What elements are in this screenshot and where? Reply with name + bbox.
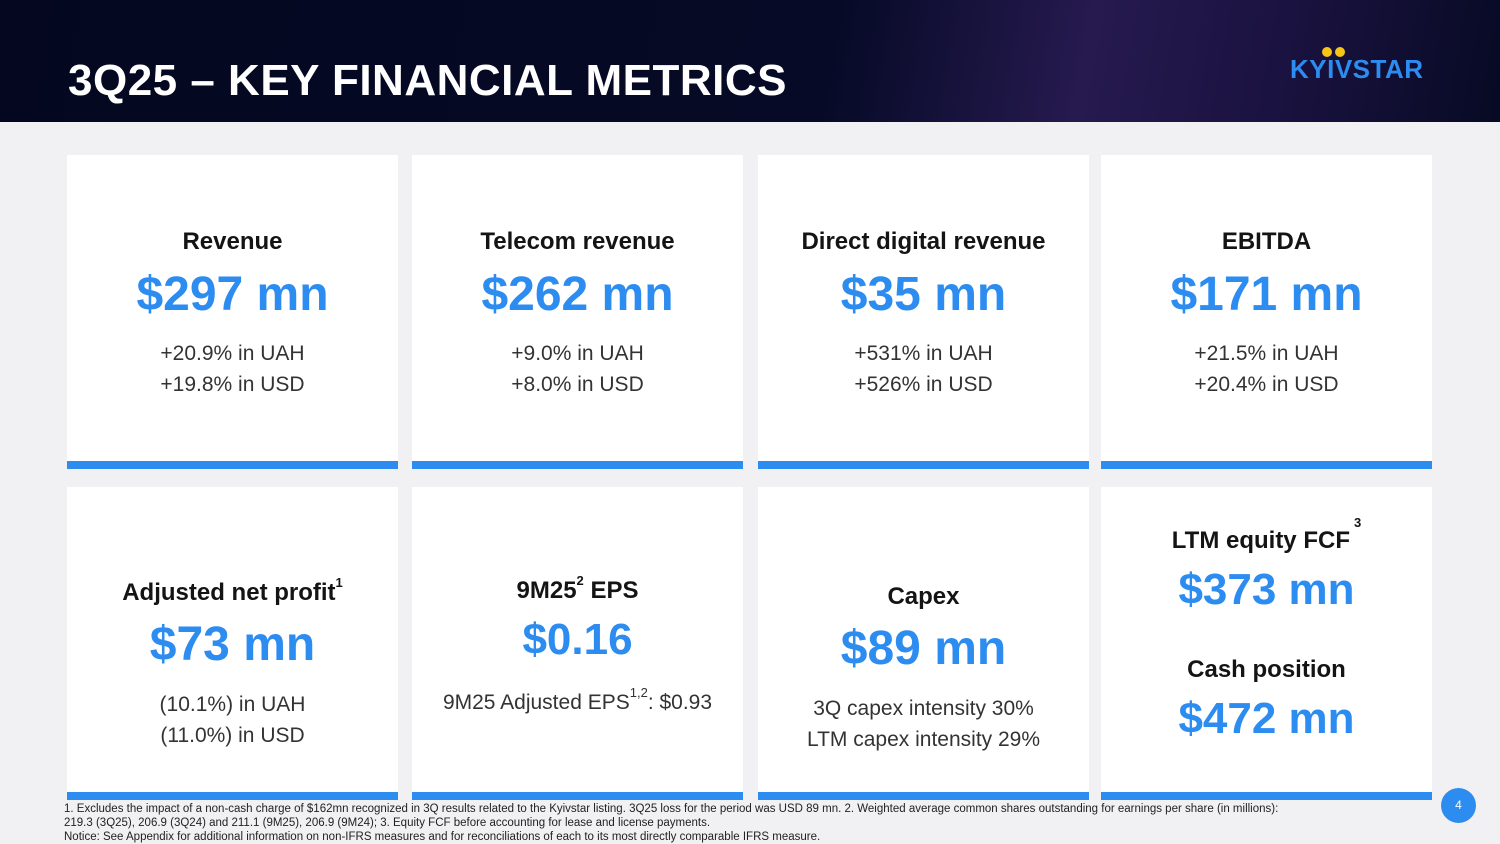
logo-dots-icon <box>1322 44 1348 62</box>
growth-usd: +20.4% in USD <box>1194 373 1339 396</box>
growth-uah: +21.5% in UAH <box>1194 342 1339 365</box>
metric-label: Direct digital revenue <box>801 228 1046 255</box>
footnote-marker: 1 <box>335 575 343 590</box>
footnote-marker: 3 <box>1353 515 1362 530</box>
metric-label-text: Adjusted net profit <box>122 579 336 606</box>
metric-adjusted-eps: 9M25 Adjusted EPS1,2: $0.93 <box>412 681 743 718</box>
growth-usd: +19.8% in USD <box>160 373 305 396</box>
metric-label: EBITDA <box>1221 228 1312 255</box>
metric-label: Telecom revenue <box>480 228 675 255</box>
metric-value: $373 mn <box>1178 565 1355 614</box>
growth-usd: +526% in USD <box>854 373 993 396</box>
metric-value: $0.16 <box>522 615 633 664</box>
page-number-badge: 4 <box>1441 788 1476 823</box>
metric-label-cash: Cash position <box>1187 656 1346 683</box>
footnotes: 1. Excludes the impact of a non-cash cha… <box>64 802 1424 844</box>
capex-intensity-ltm: LTM capex intensity 29% <box>806 728 1041 751</box>
metric-value: $89 mn <box>840 622 1007 675</box>
metric-value-cash: $472 mn <box>1178 694 1355 743</box>
metric-label: Revenue <box>182 228 283 255</box>
metric-label-text: LTM equity FCF <box>1171 527 1350 554</box>
header-banner: 3Q25 – KEY FINANCIAL METRICS KYIVSTAR <box>0 0 1500 122</box>
metric-value: $171 mn <box>1170 268 1363 321</box>
footnote-line: Notice: See Appendix for additional info… <box>64 831 821 843</box>
footnote-marker: 1,2 <box>629 685 648 700</box>
metric-value: $297 mn <box>136 268 329 321</box>
kyivstar-logo: KYIVSTAR <box>1290 44 1432 84</box>
metric-card-adjusted-net-profit: Adjusted net profit1 $73 mn (10.1%) in U… <box>67 487 398 800</box>
logo-text: KYIVSTAR <box>1290 54 1424 84</box>
metric-card-fcf-cash: LTM equity FCF3 $373 mn Cash position $4… <box>1101 487 1432 800</box>
capex-intensity-3q: 3Q capex intensity 30% <box>813 697 1034 720</box>
metric-card-direct-digital-revenue: Direct digital revenue $35 mn +531% in U… <box>758 155 1089 469</box>
metric-label-post: EPS <box>583 577 639 604</box>
metric-value: $35 mn <box>840 268 1007 321</box>
metric-card-ebitda: EBITDA $171 mn +21.5% in UAH +20.4% in U… <box>1101 155 1432 469</box>
growth-uah: +9.0% in UAH <box>511 342 644 365</box>
metric-capex-intensity: 3Q capex intensity 30% LTM capex intensi… <box>758 693 1089 755</box>
metric-card-telecom-revenue: Telecom revenue $262 mn +9.0% in UAH +8.… <box>412 155 743 469</box>
footnote-line: 1. Excludes the impact of a non-cash cha… <box>64 803 1279 815</box>
metric-growth: +9.0% in UAH +8.0% in USD <box>412 338 743 400</box>
metric-label: Adjusted net profit1 <box>67 575 398 607</box>
growth-uah: (10.1%) in UAH <box>159 693 306 716</box>
growth-usd: +8.0% in USD <box>511 373 644 396</box>
metric-label: 9M252 EPS <box>412 573 743 605</box>
footnote-line: 219.3 (3Q25), 206.9 (3Q24) and 211.1 (9M… <box>64 817 711 829</box>
growth-uah: +20.9% in UAH <box>160 342 305 365</box>
metric-growth: +20.9% in UAH +19.8% in USD <box>67 338 398 400</box>
metric-card-eps: 9M252 EPS $0.16 9M25 Adjusted EPS1,2: $0… <box>412 487 743 800</box>
page-title: 3Q25 – KEY FINANCIAL METRICS <box>68 56 787 105</box>
metric-label: LTM equity FCF3 <box>1101 515 1432 555</box>
adjusted-eps-value: : $0.93 <box>647 691 713 714</box>
growth-uah: +531% in UAH <box>854 342 993 365</box>
metric-growth: +21.5% in UAH +20.4% in USD <box>1101 338 1432 400</box>
footnote-marker: 2 <box>576 573 584 588</box>
metric-value: $262 mn <box>481 268 674 321</box>
metric-value: $73 mn <box>149 618 316 671</box>
adjusted-eps-label: 9M25 Adjusted EPS <box>442 691 630 714</box>
metric-growth: (10.1%) in UAH (11.0%) in USD <box>67 689 398 751</box>
growth-usd: (11.0%) in USD <box>160 724 305 747</box>
metric-label: Capex <box>887 583 960 610</box>
metric-card-revenue: Revenue $297 mn +20.9% in UAH +19.8% in … <box>67 155 398 469</box>
metric-label-pre: 9M25 <box>516 577 577 604</box>
metric-card-capex: Capex $89 mn 3Q capex intensity 30% LTM … <box>758 487 1089 800</box>
metric-growth: +531% in UAH +526% in USD <box>758 338 1089 400</box>
